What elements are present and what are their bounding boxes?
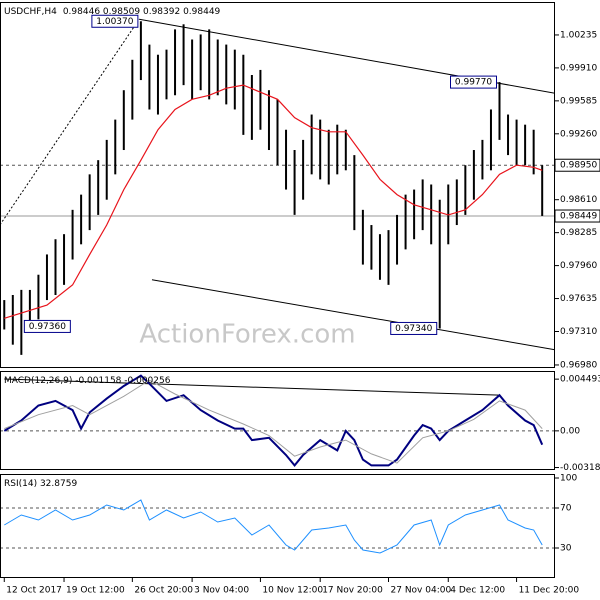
title: USDCHF,H4: [4, 7, 57, 17]
y-tick-label: 0.00: [560, 426, 580, 436]
x-tick-label: 10 Nov 12:00: [262, 586, 323, 596]
x-tick-label: 19 Oct 12:00: [66, 586, 125, 596]
annotation-label: 0.97340: [395, 324, 432, 334]
watermark: ActionForex.com: [139, 320, 355, 350]
title: MACD(12,26,9) -0.001158 -0.000256: [4, 376, 171, 386]
panel-frame: [0, 2, 555, 368]
x-tick-label: 26 Oct 20:00: [134, 586, 193, 596]
annotation-box: [390, 321, 438, 335]
y-tick-label: 0.96980: [560, 360, 597, 370]
panel: [0, 374, 555, 467]
y-tick-label: 0.97960: [560, 261, 597, 271]
panel-title: USDCHF,H4 0.98446 0.98509 0.98392 0.98449: [4, 7, 221, 17]
annotation-box: [450, 75, 497, 89]
annotation-box: [23, 319, 71, 333]
y-tick-label: 30: [560, 544, 572, 554]
x-tick-label: 17 Nov 20:00: [322, 586, 383, 596]
panel-title: RSI(14) 32.8759: [4, 479, 77, 489]
y-tick-label: 1.00235: [560, 30, 597, 40]
annotation-label: 0.99770: [455, 78, 492, 88]
y-tick-label: 0.99910: [560, 63, 597, 73]
y-tick-label: 0.97635: [560, 294, 597, 304]
x-tick-label: 4 Dec 12:00: [450, 586, 505, 596]
y-tick-label: 0.98285: [560, 228, 597, 238]
annotation-label: 0.97360: [29, 322, 66, 332]
series-line: [4, 499, 543, 554]
subtitle: 0.98446 0.98509 0.98392 0.98449: [63, 7, 221, 17]
y-tick-label: 0.99260: [560, 129, 597, 139]
annotation-label: 1.00370: [96, 17, 133, 27]
panel-title: MACD(12,26,9) -0.001158 -0.000256: [4, 376, 171, 386]
trendline: [4, 378, 500, 396]
y-tick-label: -0.003186: [560, 463, 600, 473]
level-box: [554, 158, 600, 172]
series-line: [4, 84, 543, 319]
panel: [0, 18, 555, 355]
y-tick-label: 100: [560, 474, 577, 484]
panel: [0, 499, 555, 554]
y-tick-label: 70: [560, 504, 572, 514]
y-tick-label: 0.98610: [560, 195, 597, 205]
level-label: 0.98449: [560, 212, 597, 222]
y-tick-label: 0.99585: [560, 96, 597, 106]
x-tick-label: 27 Nov 04:00: [391, 586, 452, 596]
x-tick-label: 3 Nov 04:00: [194, 586, 249, 596]
series-line: [3, 374, 544, 467]
level-label: 0.98950: [560, 161, 597, 171]
x-tick-label: 11 Dec 20:00: [519, 586, 580, 596]
panel-frame: [0, 474, 555, 578]
trendline: [151, 279, 555, 351]
y-tick-label: 0.97310: [560, 327, 597, 337]
x-tick-label: 12 Oct 2017: [6, 586, 62, 596]
y-tick-label: 0.004493: [560, 375, 600, 385]
title: RSI(14) 32.8759: [4, 479, 77, 489]
level-box: [554, 209, 600, 223]
trendline: [0, 18, 140, 226]
panel-frame: [0, 371, 555, 470]
series-line: [4, 379, 543, 464]
annotation-box: [91, 14, 139, 28]
